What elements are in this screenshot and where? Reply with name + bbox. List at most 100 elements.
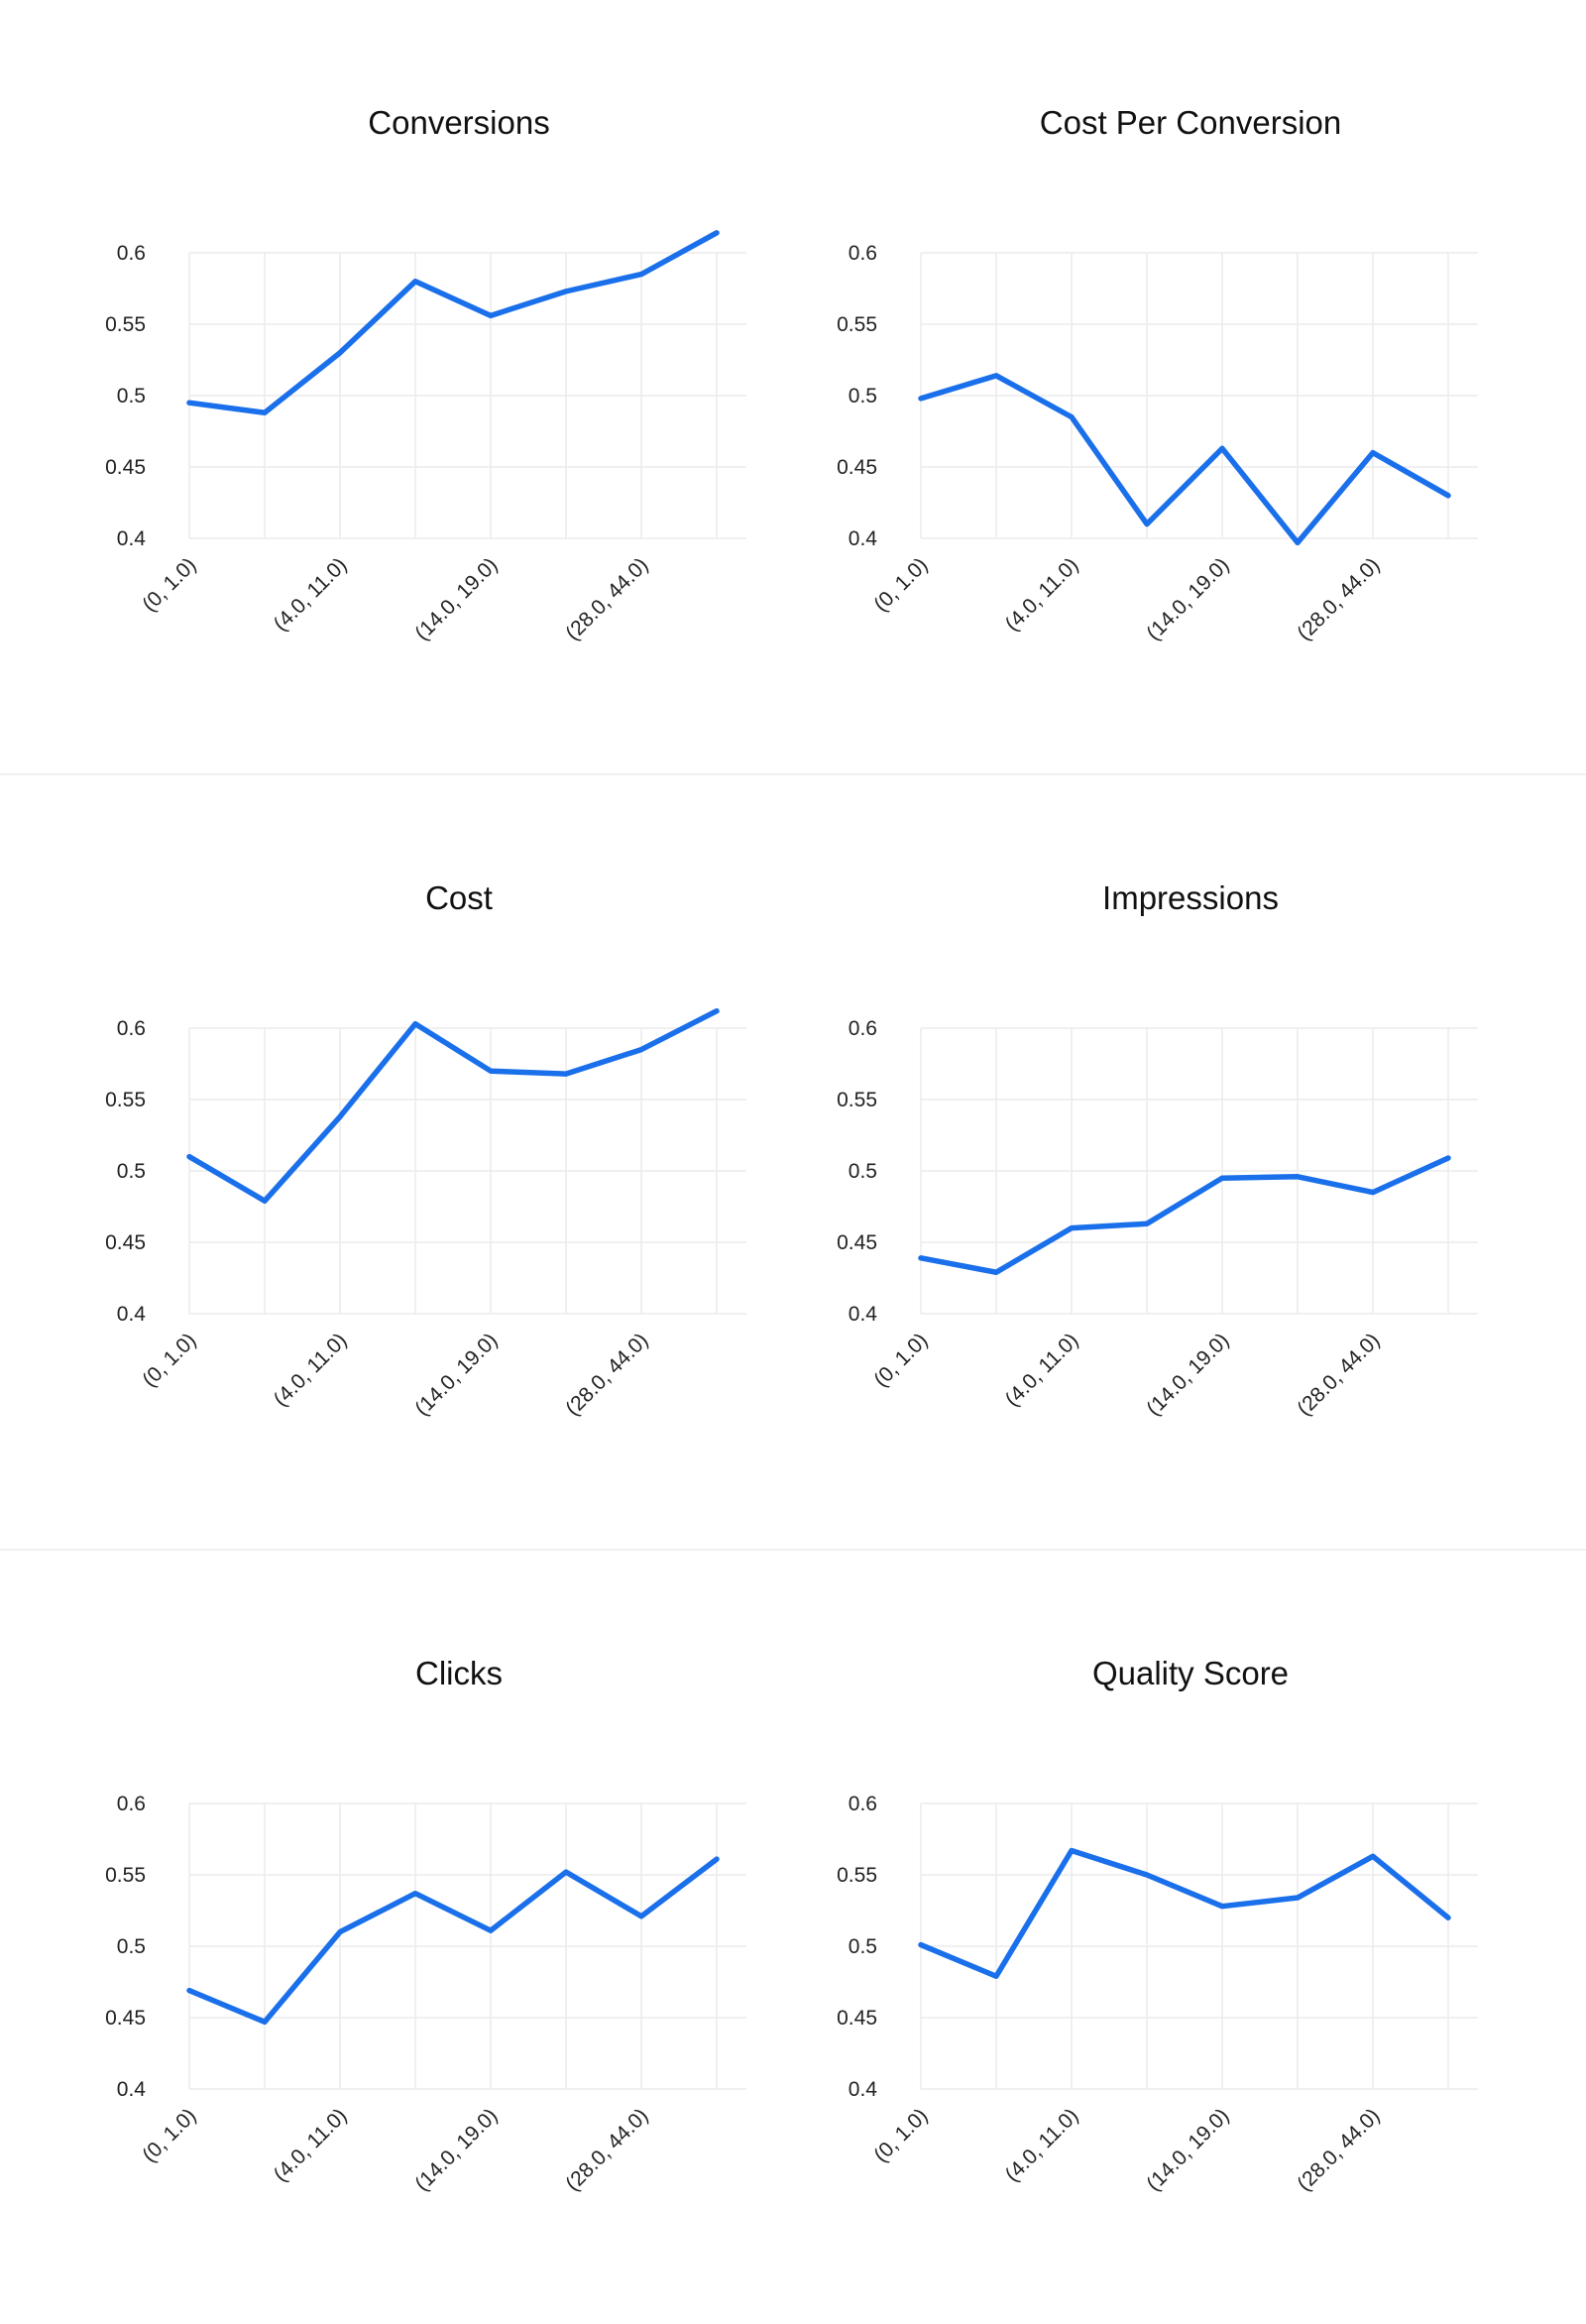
data-point — [1370, 450, 1376, 456]
x-tick-label: (4.0, 11.0) — [1001, 2104, 1083, 2186]
chart-0: Conversions 0.4 0.45 0.5 0.55 0.6 (0, 1.0) (4.0… — [105, 104, 746, 644]
chart-3: Impressions 0.4 0.45 0.5 0.55 0.6 (0, 1.0) (4.0… — [837, 879, 1478, 1420]
y-tick-label: 0.5 — [117, 1160, 146, 1183]
y-tick-label: 0.45 — [837, 1231, 877, 1254]
data-point — [1295, 1174, 1301, 1180]
data-point — [638, 1914, 644, 1919]
y-tick-label: 0.5 — [117, 1935, 146, 1958]
data-point — [1144, 1220, 1150, 1226]
chart-1: Cost Per Conversion 0.4 0.45 0.5 0.55 0.6 (0, … — [837, 104, 1478, 644]
x-tick-label: (14.0, 19.0) — [1142, 553, 1233, 644]
series-line — [186, 230, 720, 416]
data-point — [412, 279, 418, 285]
data-point — [1445, 493, 1451, 499]
data-point — [1295, 1895, 1301, 1901]
data-point — [488, 312, 494, 318]
series-line — [918, 1155, 1451, 1275]
chart-title: Clicks — [415, 1655, 503, 1691]
x-tick-label: (0, 1.0) — [869, 553, 932, 616]
y-tick-label: 0.5 — [849, 1160, 877, 1183]
x-tick-label: (14.0, 19.0) — [410, 553, 502, 644]
x-tick-label: (0, 1.0) — [869, 1329, 932, 1391]
data-point — [563, 1071, 569, 1077]
x-tick-label: (0, 1.0) — [869, 2104, 932, 2166]
y-tick-label: 0.55 — [105, 313, 146, 336]
chart-title: Conversions — [368, 104, 549, 141]
x-tick-label: (28.0, 44.0) — [561, 553, 652, 644]
data-point — [1445, 1155, 1451, 1161]
x-tick-label: (4.0, 11.0) — [1001, 1329, 1083, 1411]
y-tick-label: 0.4 — [849, 1303, 878, 1326]
data-point — [1219, 445, 1225, 451]
data-point — [563, 1869, 569, 1875]
data-point — [1295, 539, 1301, 545]
y-tick-label: 0.6 — [849, 1017, 877, 1040]
data-point — [1370, 1853, 1376, 1859]
y-tick-label: 0.5 — [849, 1935, 877, 1958]
data-point — [186, 1988, 192, 1994]
y-tick-label: 0.45 — [837, 2007, 877, 2030]
data-point — [412, 1891, 418, 1897]
y-tick-label: 0.6 — [117, 1793, 146, 1815]
x-tick-label: (0, 1.0) — [138, 1329, 200, 1391]
data-point — [262, 1198, 268, 1204]
data-point — [337, 1929, 343, 1935]
y-tick-label: 0.55 — [837, 313, 877, 336]
y-tick-label: 0.45 — [105, 1231, 146, 1254]
y-tick-label: 0.45 — [837, 456, 877, 479]
data-point — [1219, 1904, 1225, 1910]
y-tick-label: 0.55 — [105, 1864, 146, 1887]
y-tick-label: 0.6 — [849, 1793, 877, 1815]
x-tick-label: (14.0, 19.0) — [1142, 1329, 1233, 1420]
y-tick-label: 0.6 — [849, 242, 877, 265]
data-point — [714, 1008, 720, 1014]
data-point — [1219, 1175, 1225, 1181]
data-point — [262, 2019, 268, 2025]
y-tick-label: 0.4 — [117, 527, 147, 550]
series-line — [186, 1007, 720, 1204]
series-line — [918, 373, 1451, 546]
data-point — [186, 1154, 192, 1160]
y-tick-label: 0.55 — [105, 1089, 146, 1111]
data-point — [1069, 414, 1075, 420]
series-line — [918, 1847, 1451, 1979]
chart-title: Impressions — [1102, 879, 1279, 916]
x-tick-label: (0, 1.0) — [138, 2104, 200, 2166]
x-tick-label: (14.0, 19.0) — [410, 2104, 502, 2195]
y-tick-label: 0.45 — [105, 456, 146, 479]
data-point — [993, 1269, 999, 1275]
y-tick-label: 0.4 — [849, 527, 878, 550]
data-point — [488, 1068, 494, 1074]
data-point — [1144, 1872, 1150, 1878]
x-tick-label: (0, 1.0) — [138, 553, 200, 616]
x-tick-label: (4.0, 11.0) — [1001, 553, 1083, 636]
chart-2: Cost 0.4 0.45 0.5 0.55 0.6 (0, 1.0) (4.0, 11.0)… — [105, 879, 746, 1420]
data-point — [993, 373, 999, 379]
y-tick-label: 0.5 — [117, 385, 146, 407]
x-tick-label: (14.0, 19.0) — [1142, 2104, 1233, 2195]
data-point — [262, 409, 268, 415]
chart-title: Quality Score — [1092, 1655, 1289, 1691]
y-tick-label: 0.45 — [105, 2007, 146, 2030]
x-tick-label: (28.0, 44.0) — [561, 1329, 652, 1420]
series-line — [186, 1856, 720, 2026]
x-tick-label: (28.0, 44.0) — [1293, 1329, 1384, 1420]
x-tick-label: (28.0, 44.0) — [561, 2104, 652, 2195]
chart-title: Cost Per Conversion — [1040, 104, 1341, 141]
data-point — [563, 289, 569, 294]
y-tick-label: 0.4 — [117, 1303, 147, 1326]
data-point — [1069, 1848, 1075, 1854]
chart-4: Clicks 0.4 0.45 0.5 0.55 0.6 (0, 1.0) (4.0, 11.… — [105, 1655, 746, 2195]
data-point — [1370, 1190, 1376, 1196]
data-point — [337, 1113, 343, 1119]
data-point — [337, 350, 343, 356]
y-tick-label: 0.6 — [117, 242, 146, 265]
x-tick-label: (4.0, 11.0) — [270, 553, 352, 636]
data-point — [714, 1856, 720, 1862]
data-point — [1069, 1225, 1075, 1231]
data-point — [488, 1927, 494, 1933]
y-tick-label: 0.4 — [849, 2078, 878, 2101]
x-tick-label: (28.0, 44.0) — [1293, 2104, 1384, 2195]
x-tick-label: (14.0, 19.0) — [410, 1329, 502, 1420]
